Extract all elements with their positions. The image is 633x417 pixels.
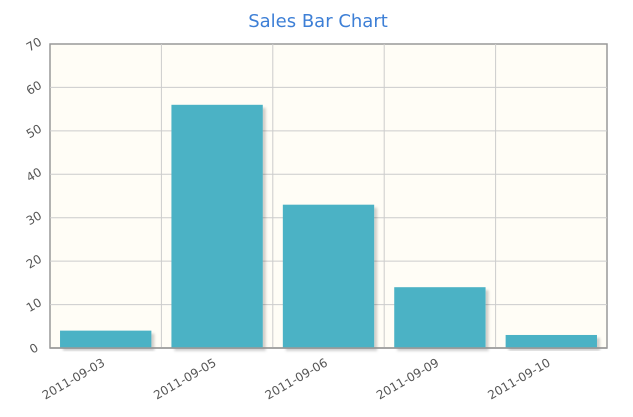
- x-axis-ticks: 2011-09-03 2011-09-05 2011-09-06 2011-09-09…: [40, 355, 553, 402]
- x-tick-label: 2011-09-03: [40, 355, 107, 402]
- bar-2011-09-05: [171, 104, 263, 348]
- y-axis-ticks: 0 10 20 30 40 50 60 70: [24, 35, 44, 357]
- y-tick-label: 0: [27, 341, 41, 357]
- x-tick-label: 2011-09-06: [263, 355, 330, 402]
- y-tick-label: 10: [24, 295, 44, 315]
- bar-2011-09-10: [505, 334, 597, 348]
- bar-2011-09-03: [60, 330, 152, 348]
- y-tick-label: 70: [24, 35, 44, 55]
- bar-2011-09-09: [394, 287, 486, 348]
- x-tick-label: 2011-09-05: [151, 355, 218, 402]
- y-tick-label: 50: [24, 122, 44, 142]
- bars: [60, 104, 597, 348]
- chart-title: Sales Bar Chart: [248, 11, 388, 32]
- x-tick-label: 2011-09-09: [374, 355, 441, 402]
- y-tick-label: 20: [24, 252, 44, 272]
- y-tick-label: 30: [24, 208, 44, 228]
- y-tick-label: 60: [24, 78, 44, 98]
- grid-lines: [50, 44, 607, 348]
- x-tick-label: 2011-09-10: [485, 355, 552, 402]
- plot-area: [49, 43, 608, 349]
- y-tick-label: 40: [24, 165, 44, 185]
- bar-2011-09-06: [282, 204, 375, 348]
